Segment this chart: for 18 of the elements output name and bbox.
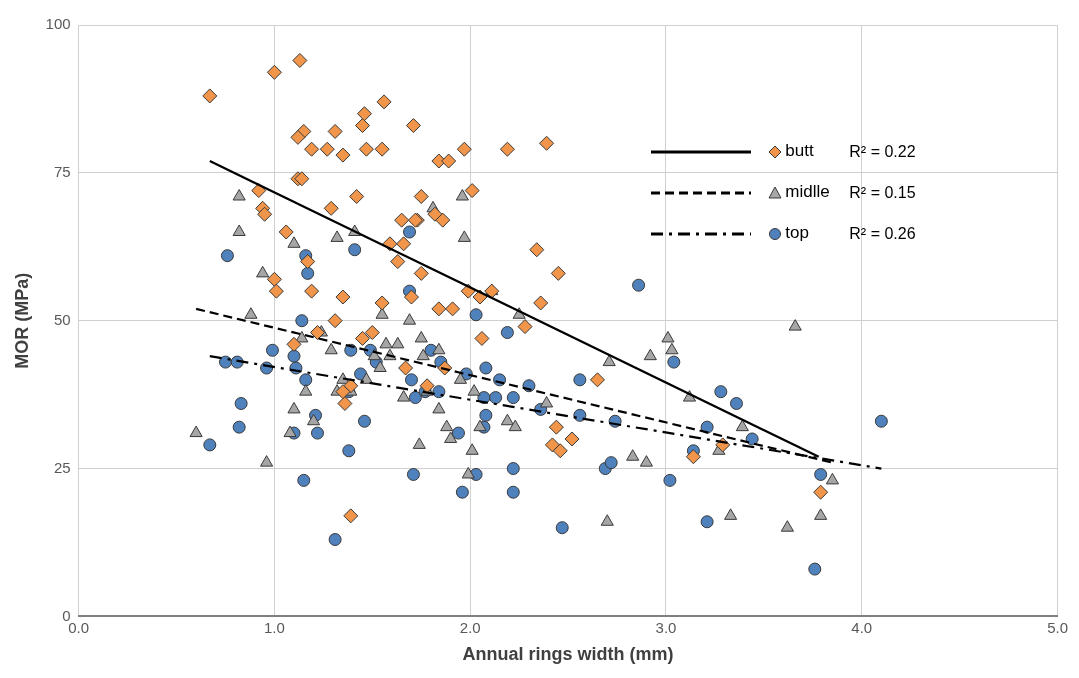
legend-label: butt bbox=[785, 141, 814, 162]
legend-label: top bbox=[785, 223, 809, 244]
legend-label: midlle bbox=[785, 182, 830, 203]
y-tick-label: 25 bbox=[53, 458, 71, 476]
y-tick-label: 0 bbox=[62, 606, 71, 624]
y-tick-label: 75 bbox=[53, 162, 71, 180]
x-tick-label: 3.0 bbox=[655, 618, 677, 636]
annotation: R² = 0.22 bbox=[849, 143, 916, 162]
x-tick-label: 5.0 bbox=[1047, 618, 1068, 636]
x-tick-label: 4.0 bbox=[851, 618, 873, 636]
y-tick-label: 100 bbox=[45, 15, 71, 33]
x-tick-label: 2.0 bbox=[459, 618, 481, 636]
y-tick-label: 50 bbox=[53, 310, 71, 328]
annotation: R² = 0.26 bbox=[849, 225, 916, 244]
y-axis-title: MOR (MPa) bbox=[11, 272, 32, 369]
x-tick-label: 1.0 bbox=[263, 618, 285, 636]
annotation: R² = 0.15 bbox=[849, 184, 916, 203]
x-axis-title: Annual rings width (mm) bbox=[462, 644, 674, 665]
